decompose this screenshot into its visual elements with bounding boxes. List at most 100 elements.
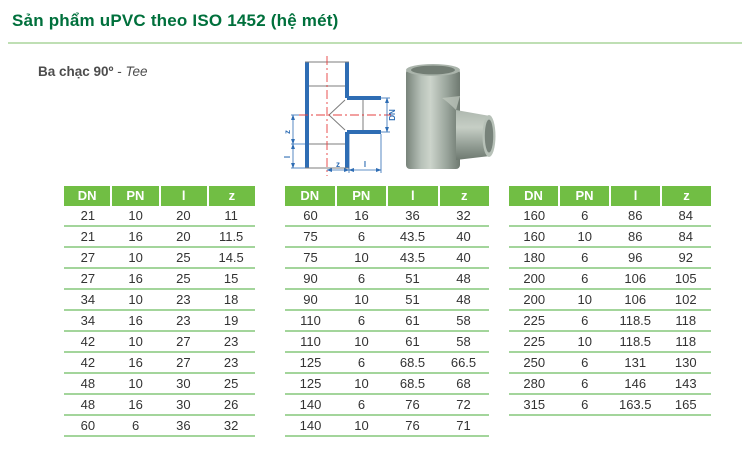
- table-row: 110 6 61 58: [285, 311, 489, 332]
- product-name: Ba chạc 90º: [38, 64, 114, 79]
- table-cell: 36: [176, 418, 191, 433]
- table-cell: 16: [128, 397, 143, 412]
- column-header: l: [388, 186, 438, 206]
- table-row: 180 6 96 92: [509, 248, 711, 269]
- column-header: PN: [336, 186, 386, 206]
- table-row: 200 10 106 102: [509, 290, 711, 311]
- table-row: 75 10 43.5 40: [285, 248, 489, 269]
- table-cell: 140: [299, 418, 322, 433]
- dim-label-l-left: l: [283, 156, 292, 158]
- table-cell: 125: [299, 376, 322, 391]
- dim-label-dn: DN: [388, 109, 397, 121]
- table-row: 90 6 51 48: [285, 269, 489, 290]
- table-cell: 16: [128, 355, 143, 370]
- table-cell: 43.5: [399, 250, 426, 265]
- table-cell: 30: [176, 397, 191, 412]
- table-cell: 60: [303, 208, 318, 223]
- table-cell: 130: [674, 355, 697, 370]
- dim-label-z-bottom: z: [336, 160, 340, 169]
- subtitle-separator: -: [113, 64, 126, 79]
- table-cell: 96: [628, 250, 643, 265]
- table-cell: 48: [456, 271, 471, 286]
- table-row: 21 16 20 11.5: [64, 227, 255, 248]
- table-cell: 6: [581, 313, 589, 328]
- table-cell: 16: [128, 271, 143, 286]
- table-cell: 6: [581, 271, 589, 286]
- table-cell: 143: [674, 376, 697, 391]
- table-cell: 10: [128, 250, 143, 265]
- table-cell: 26: [223, 397, 239, 412]
- table-row: 160 10 86 84: [509, 227, 711, 248]
- table-cell: 34: [80, 292, 96, 307]
- table-row: 75 6 43.5 40: [285, 227, 489, 248]
- column-header: z: [439, 186, 489, 206]
- table-cell: 110: [300, 313, 321, 328]
- table-cell: 6: [132, 418, 140, 433]
- table-cell: 92: [678, 250, 693, 265]
- table-cell: 250: [523, 355, 546, 370]
- table-row: 110 10 61 58: [285, 332, 489, 353]
- table-cell: 68.5: [399, 355, 426, 370]
- table-cell: 102: [674, 292, 697, 307]
- table-cell: 118: [675, 334, 697, 349]
- table-cell: 42: [80, 334, 96, 349]
- table-cell: 61: [405, 313, 420, 328]
- table-cell: 27: [176, 355, 191, 370]
- table-cell: 32: [223, 418, 239, 433]
- table-cell: 51: [405, 292, 420, 307]
- table-cell: 76: [405, 418, 420, 433]
- table-cell: 105: [674, 271, 697, 286]
- table-cell: 163.5: [618, 397, 652, 412]
- table-cell: 61: [405, 334, 420, 349]
- table-cell: 6: [357, 229, 366, 244]
- table-row: 34 16 23 19: [64, 311, 255, 332]
- pipe-wall-right-upper: [345, 62, 349, 98]
- table-row: 60 16 36 32: [285, 206, 489, 227]
- table-cell: 118.5: [619, 334, 652, 349]
- table-row: 125 6 68.5 66.5: [285, 353, 489, 374]
- table-cell: 131: [624, 355, 647, 370]
- table-cell: 140: [299, 397, 322, 412]
- table-row: 42 16 27 23: [64, 353, 255, 374]
- tee-fitting-photo: [406, 64, 496, 169]
- table-cell: 6: [357, 271, 366, 286]
- table-cell: 90: [303, 271, 318, 286]
- table-cell: 225: [523, 334, 546, 349]
- table-cell: 200: [523, 292, 546, 307]
- table-row: 21 10 20 11: [64, 206, 255, 227]
- table-cell: 84: [678, 208, 693, 223]
- table-cell: 18: [223, 292, 239, 307]
- spec-table-small-dn: DN PN l z 21 10 20 11 21 16 20 11.5 27 10 25 14.5 27 16 25…: [64, 186, 255, 437]
- table-header-row: DN PN l z: [509, 186, 711, 206]
- branch-wall-top: [347, 96, 381, 100]
- table-cell: 16: [354, 208, 369, 223]
- table-cell: 66.5: [450, 355, 477, 370]
- column-header: z: [662, 186, 711, 206]
- dim-label-l-bottom: l: [364, 160, 366, 169]
- table-cell: 23: [223, 334, 239, 349]
- table-cell: 225: [523, 313, 546, 328]
- table-cell: 11: [224, 208, 238, 223]
- tee-dimension-drawing-icon: z l DN z l: [283, 56, 397, 176]
- table-cell: 10: [128, 334, 143, 349]
- table-cell: 90: [303, 292, 318, 307]
- table-cell: 76: [405, 397, 420, 412]
- table-row: 42 10 27 23: [64, 332, 255, 353]
- table-cell: 10: [354, 292, 369, 307]
- table-row: 125 10 68.5 68: [285, 374, 489, 395]
- table-cell: 315: [523, 397, 546, 412]
- table-row: 48 16 30 26: [64, 395, 255, 416]
- table-cell: 21: [80, 229, 96, 244]
- column-header: l: [611, 186, 660, 206]
- table-cell: 15: [223, 271, 239, 286]
- table-cell: 125: [299, 355, 322, 370]
- table-cell: 10: [577, 292, 592, 307]
- column-header: DN: [285, 186, 335, 206]
- table-cell: 118: [675, 313, 697, 328]
- table-row: 140 10 76 71: [285, 416, 489, 437]
- table-header-row: DN PN l z: [64, 186, 255, 206]
- table-cell: 30: [176, 376, 191, 391]
- table-cell: 10: [128, 208, 143, 223]
- table-cell: 75: [303, 250, 318, 265]
